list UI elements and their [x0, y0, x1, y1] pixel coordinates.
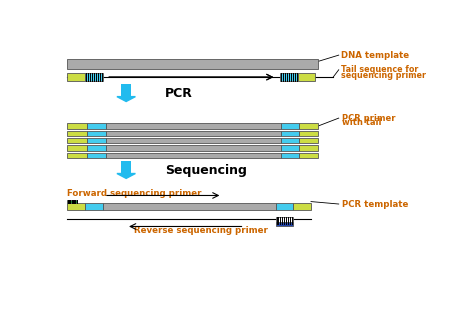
Text: DNA template: DNA template	[340, 51, 408, 60]
Text: with tail: with tail	[342, 118, 381, 127]
Bar	[87, 138, 106, 143]
Bar	[298, 152, 317, 158]
Bar	[281, 152, 298, 158]
Bar	[121, 88, 131, 97]
Polygon shape	[117, 173, 135, 178]
Bar	[67, 131, 87, 136]
Bar	[85, 73, 102, 81]
Text: PCR: PCR	[165, 87, 192, 100]
Bar	[102, 203, 275, 210]
Bar	[67, 59, 317, 68]
Bar	[87, 145, 106, 151]
Bar	[67, 123, 87, 129]
Bar	[275, 222, 293, 226]
Bar	[67, 138, 87, 143]
Text: Forward sequencing primer: Forward sequencing primer	[67, 189, 201, 197]
Bar	[298, 123, 317, 129]
Bar	[67, 145, 87, 151]
Bar	[67, 152, 87, 158]
Polygon shape	[117, 97, 135, 101]
Bar	[279, 73, 297, 81]
Text: PCR template: PCR template	[342, 199, 408, 209]
Bar	[85, 203, 102, 210]
Bar	[281, 145, 298, 151]
Bar	[298, 131, 317, 136]
Bar	[87, 123, 106, 129]
Bar	[275, 203, 293, 210]
Bar	[298, 145, 317, 151]
Bar	[106, 152, 281, 158]
Bar	[67, 203, 85, 210]
Bar	[87, 131, 106, 136]
Bar	[275, 217, 293, 223]
Bar	[106, 131, 281, 136]
Bar	[293, 203, 310, 210]
Bar	[121, 84, 131, 92]
Text: Reverse sequencing primer: Reverse sequencing primer	[133, 226, 267, 235]
Text: Sequencing: Sequencing	[165, 164, 247, 177]
Text: Tail sequence for: Tail sequence for	[340, 65, 417, 74]
Bar	[121, 165, 131, 173]
Bar	[281, 138, 298, 143]
Bar	[297, 73, 315, 81]
Bar	[106, 145, 281, 151]
Bar	[67, 73, 85, 81]
Bar	[106, 138, 281, 143]
Text: sequencing primer: sequencing primer	[340, 71, 425, 80]
Text: PCR primer: PCR primer	[342, 113, 395, 123]
Bar	[281, 123, 298, 129]
Bar	[67, 200, 77, 204]
Bar	[298, 138, 317, 143]
Bar	[106, 123, 281, 129]
Bar	[281, 131, 298, 136]
Bar	[87, 152, 106, 158]
Bar	[121, 161, 131, 169]
